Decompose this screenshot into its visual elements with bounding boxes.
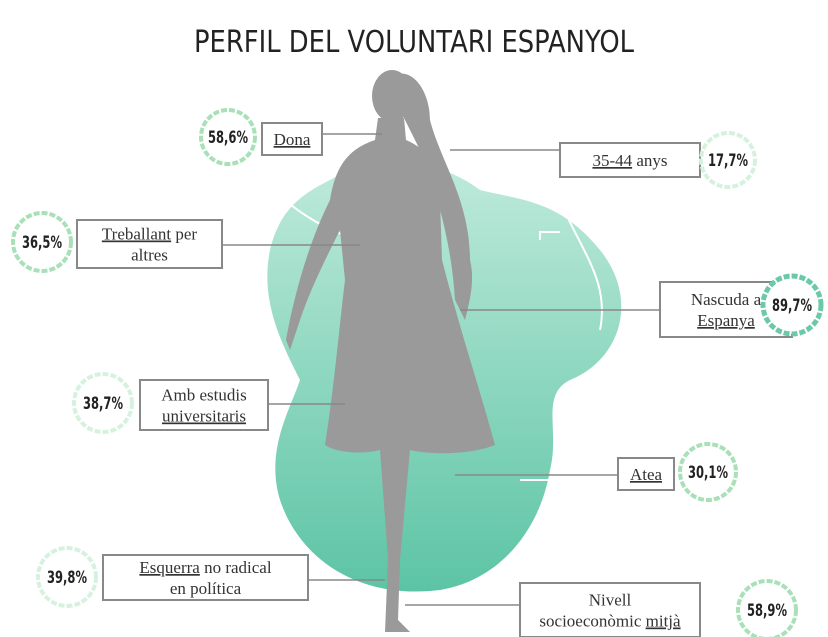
label-text: Esquerra no radical [139, 558, 271, 577]
label-text: Atea [630, 465, 663, 484]
profile-item: 35-44 anys 17,7% [450, 131, 757, 189]
label-text: universitaris [162, 407, 246, 426]
label-segment: Esquerra [139, 558, 200, 577]
percent: 38,7% [83, 394, 123, 414]
label-segment: altres [131, 246, 168, 265]
label-segment: en política [170, 579, 242, 598]
label-segment: anys [632, 151, 667, 170]
profile-item: Esquerra no radical en política 39,8% [36, 546, 385, 608]
percent: 58,6% [208, 128, 248, 148]
label-text: Nascuda a [691, 290, 762, 309]
label-text: en política [170, 579, 242, 598]
label-segment: socioeconòmic [539, 612, 645, 631]
label-box [139, 379, 269, 431]
label-segment: Espanya [697, 311, 755, 330]
label-segment: Nascuda a [691, 290, 762, 309]
percent: 39,8% [47, 568, 87, 588]
profile-item: Atea 30,1% [455, 442, 738, 502]
label-box [261, 122, 323, 156]
label-segment: mitjà [646, 612, 681, 631]
label-segment: 35-44 [592, 151, 632, 170]
profile-item: Dona 58,6% [199, 108, 382, 166]
badge [72, 372, 134, 434]
label-segment: per [171, 225, 197, 244]
label-text: altres [131, 246, 168, 265]
profile-item: Amb estudis universitaris 38,7% [72, 372, 345, 434]
label-text: Espanya [697, 311, 755, 330]
label-segment: Dona [274, 130, 311, 149]
label-segment: Nivell [589, 591, 632, 610]
badge [736, 579, 798, 637]
label-text: Amb estudis [161, 386, 246, 405]
percent: 17,7% [708, 151, 748, 171]
profile-item: Nascuda a Espanya 89,7% [460, 273, 824, 338]
percent: 36,5% [22, 233, 62, 253]
silhouette [286, 70, 495, 632]
badge [678, 442, 738, 502]
label-segment: Atea [630, 465, 663, 484]
label-segment: universitaris [162, 407, 246, 426]
label-box [519, 582, 701, 637]
label-segment: Treballant [102, 225, 172, 244]
profile-item: Nivell socioeconòmic mitjà 58,9% [405, 579, 798, 637]
percent: 89,7% [772, 296, 812, 316]
badge [11, 211, 73, 273]
percent: 30,1% [688, 463, 728, 483]
label-text: Treballant per [102, 225, 198, 244]
label-segment: no radical [200, 558, 272, 577]
badge [760, 273, 824, 337]
percent: 58,9% [747, 601, 787, 621]
label-text: Dona [274, 130, 311, 149]
label-segment: Amb estudis [161, 386, 246, 405]
badge [699, 131, 757, 189]
label-text: socioeconòmic mitjà [539, 612, 681, 631]
label-box [102, 554, 309, 601]
title: PERFIL DEL VOLUNTARI ESPANYOL [194, 25, 634, 60]
label-text: Nivell [589, 591, 632, 610]
badge [36, 546, 98, 608]
badge [199, 108, 257, 166]
label-box [76, 219, 223, 269]
label-text: 35-44 anys [592, 151, 667, 170]
label-box [617, 457, 675, 491]
